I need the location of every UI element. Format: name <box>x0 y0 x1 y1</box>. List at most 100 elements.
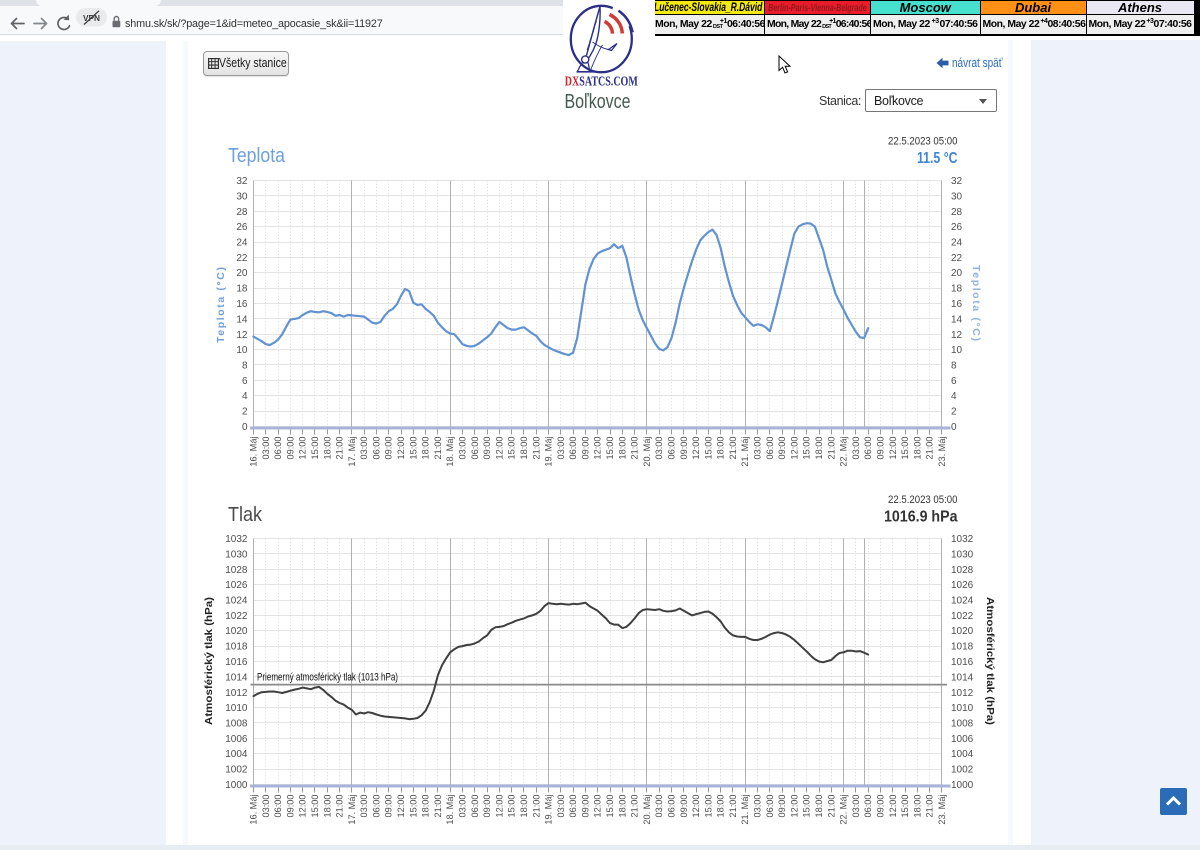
svg-text:21:00: 21:00 <box>925 795 935 818</box>
svg-text:09:00: 09:00 <box>679 795 689 818</box>
svg-text:21:00: 21:00 <box>630 437 640 460</box>
svg-text:12:00: 12:00 <box>298 437 308 460</box>
svg-text:09:00: 09:00 <box>580 795 590 818</box>
svg-text:1008: 1008 <box>225 719 248 730</box>
svg-text:1024: 1024 <box>225 596 248 607</box>
svg-text:1012: 1012 <box>225 688 248 699</box>
svg-text:12:00: 12:00 <box>593 795 603 818</box>
svg-text:18. Máj: 18. Máj <box>445 437 455 467</box>
svg-text:03:00: 03:00 <box>753 437 763 460</box>
svg-text:22.5.2023 05:00: 22.5.2023 05:00 <box>888 136 958 148</box>
svg-text:18:00: 18:00 <box>814 437 824 460</box>
svg-text:21:00: 21:00 <box>433 795 443 818</box>
svg-text:15:00: 15:00 <box>408 795 418 818</box>
svg-text:12:00: 12:00 <box>789 795 799 818</box>
svg-text:14: 14 <box>236 314 248 325</box>
svg-text:09:00: 09:00 <box>876 795 886 818</box>
svg-text:1020: 1020 <box>225 626 248 637</box>
svg-text:15:00: 15:00 <box>605 437 615 460</box>
svg-text:12:00: 12:00 <box>494 437 504 460</box>
svg-text:20. Máj: 20. Máj <box>642 437 652 467</box>
svg-text:15:00: 15:00 <box>703 795 713 818</box>
svg-text:18:00: 18:00 <box>421 437 431 460</box>
svg-text:30: 30 <box>951 191 963 202</box>
svg-text:20. Máj: 20. Máj <box>642 795 652 825</box>
svg-text:1004: 1004 <box>225 749 248 760</box>
svg-text:09:00: 09:00 <box>285 795 295 818</box>
svg-text:09:00: 09:00 <box>482 795 492 818</box>
svg-text:06:00: 06:00 <box>470 437 480 460</box>
svg-text:21:00: 21:00 <box>335 795 345 818</box>
svg-text:15:00: 15:00 <box>802 437 812 460</box>
svg-text:16: 16 <box>951 299 963 310</box>
svg-text:1002: 1002 <box>951 765 974 776</box>
svg-text:1030: 1030 <box>225 549 248 560</box>
svg-text:1028: 1028 <box>951 565 974 576</box>
svg-text:06:00: 06:00 <box>863 437 873 460</box>
svg-text:23. Máj: 23. Máj <box>937 437 947 467</box>
svg-text:09:00: 09:00 <box>679 437 689 460</box>
svg-text:1022: 1022 <box>951 611 974 622</box>
svg-text:03:00: 03:00 <box>359 795 369 818</box>
svg-text:1006: 1006 <box>225 734 248 745</box>
svg-text:1004: 1004 <box>951 749 974 760</box>
svg-text:23. Máj: 23. Máj <box>937 795 947 825</box>
svg-text:18:00: 18:00 <box>617 795 627 818</box>
svg-text:Teplota: Teplota <box>228 145 286 167</box>
svg-text:18:00: 18:00 <box>421 795 431 818</box>
svg-text:21:00: 21:00 <box>531 795 541 818</box>
svg-text:28: 28 <box>951 207 963 218</box>
svg-text:21:00: 21:00 <box>433 437 443 460</box>
svg-text:1014: 1014 <box>225 672 248 683</box>
svg-text:17. Máj: 17. Máj <box>347 437 357 467</box>
svg-text:18:00: 18:00 <box>322 795 332 818</box>
svg-text:1010: 1010 <box>225 703 248 714</box>
svg-text:8: 8 <box>242 361 248 372</box>
svg-text:03:00: 03:00 <box>359 437 369 460</box>
svg-text:12:00: 12:00 <box>691 437 701 460</box>
svg-text:09:00: 09:00 <box>482 437 492 460</box>
svg-text:18:00: 18:00 <box>519 437 529 460</box>
svg-text:12:00: 12:00 <box>396 437 406 460</box>
svg-text:1022: 1022 <box>225 611 248 622</box>
svg-text:18:00: 18:00 <box>912 437 922 460</box>
svg-text:12:00: 12:00 <box>396 795 406 818</box>
svg-text:06:00: 06:00 <box>273 437 283 460</box>
svg-text:15:00: 15:00 <box>408 437 418 460</box>
svg-text:18: 18 <box>236 284 248 295</box>
svg-text:10: 10 <box>236 345 248 356</box>
svg-text:1018: 1018 <box>225 642 248 653</box>
svg-text:6: 6 <box>242 376 248 387</box>
svg-text:03:00: 03:00 <box>851 795 861 818</box>
svg-text:1000: 1000 <box>951 780 974 791</box>
svg-text:24: 24 <box>951 238 963 249</box>
svg-text:2: 2 <box>242 407 248 418</box>
svg-text:12: 12 <box>236 330 248 341</box>
svg-text:1000: 1000 <box>225 780 248 791</box>
svg-text:18:00: 18:00 <box>519 795 529 818</box>
svg-text:18:00: 18:00 <box>322 437 332 460</box>
svg-text:Atmosférický tlak (hPa): Atmosférický tlak (hPa) <box>203 597 215 725</box>
svg-text:15:00: 15:00 <box>310 795 320 818</box>
svg-text:15:00: 15:00 <box>900 437 910 460</box>
svg-text:1026: 1026 <box>951 580 974 591</box>
svg-text:22. Máj: 22. Máj <box>839 795 849 825</box>
svg-text:09:00: 09:00 <box>285 437 295 460</box>
svg-text:1020: 1020 <box>951 626 974 637</box>
svg-text:03:00: 03:00 <box>458 795 468 818</box>
svg-text:03:00: 03:00 <box>556 437 566 460</box>
svg-text:16. Máj: 16. Máj <box>249 795 259 825</box>
svg-text:21:00: 21:00 <box>826 795 836 818</box>
svg-text:12:00: 12:00 <box>888 437 898 460</box>
svg-text:20: 20 <box>951 268 963 279</box>
svg-text:18:00: 18:00 <box>617 437 627 460</box>
svg-text:0: 0 <box>242 422 248 433</box>
svg-text:4: 4 <box>951 391 957 402</box>
svg-text:12: 12 <box>951 330 963 341</box>
svg-text:06:00: 06:00 <box>470 795 480 818</box>
svg-text:16: 16 <box>236 299 248 310</box>
svg-text:06:00: 06:00 <box>667 437 677 460</box>
svg-text:09:00: 09:00 <box>777 795 787 818</box>
svg-text:6: 6 <box>951 376 957 387</box>
svg-text:03:00: 03:00 <box>753 795 763 818</box>
